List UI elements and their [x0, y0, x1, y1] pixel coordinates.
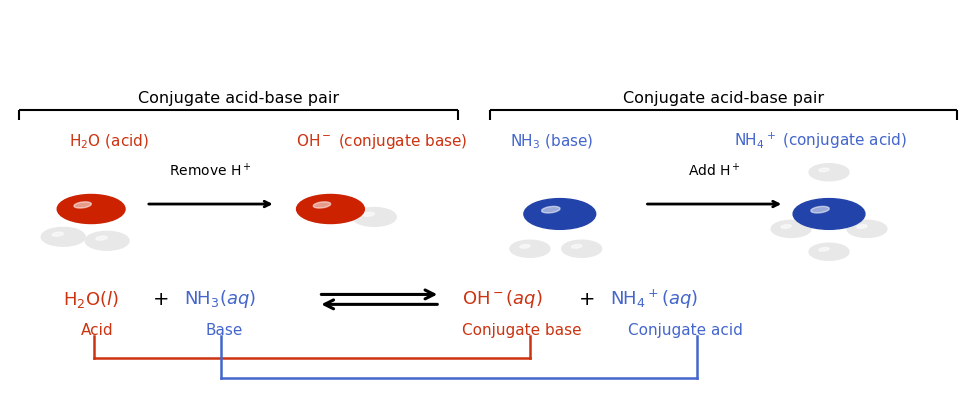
Circle shape [809, 164, 849, 181]
Ellipse shape [520, 245, 530, 248]
Circle shape [41, 228, 85, 246]
Text: H$_2$O($\mathit{l}$): H$_2$O($\mathit{l}$) [63, 289, 119, 310]
Ellipse shape [781, 225, 792, 228]
Text: NH$_4$$^+$ (conjugate acid): NH$_4$$^+$ (conjugate acid) [734, 131, 908, 151]
Ellipse shape [313, 202, 331, 208]
Text: Base: Base [206, 323, 243, 338]
Ellipse shape [96, 236, 107, 240]
Text: Conjugate acid-base pair: Conjugate acid-base pair [623, 91, 824, 106]
Text: NH$_3$ (base): NH$_3$ (base) [510, 133, 594, 151]
Text: OH$^-$ (conjugate base): OH$^-$ (conjugate base) [295, 132, 467, 151]
Text: OH$^-$($\mathit{aq}$): OH$^-$($\mathit{aq}$) [462, 288, 543, 310]
Ellipse shape [542, 207, 560, 213]
Circle shape [296, 194, 365, 223]
Ellipse shape [857, 225, 867, 228]
Text: Conjugate base: Conjugate base [462, 323, 582, 338]
Circle shape [510, 240, 550, 257]
Ellipse shape [364, 212, 374, 216]
Circle shape [524, 199, 596, 229]
Circle shape [85, 231, 129, 250]
Ellipse shape [52, 232, 63, 236]
Circle shape [793, 199, 865, 229]
Text: H$_2$O (acid): H$_2$O (acid) [69, 133, 149, 151]
Circle shape [58, 194, 125, 223]
Ellipse shape [811, 207, 830, 213]
Text: Conjugate acid-base pair: Conjugate acid-base pair [138, 91, 339, 106]
Circle shape [771, 220, 811, 238]
Text: NH$_4$$^+$($\mathit{aq}$): NH$_4$$^+$($\mathit{aq}$) [609, 288, 698, 311]
Text: Acid: Acid [81, 323, 114, 338]
Ellipse shape [74, 202, 92, 208]
Circle shape [352, 207, 396, 226]
Circle shape [847, 220, 887, 238]
Text: +: + [153, 290, 170, 309]
Text: +: + [578, 290, 595, 309]
Text: NH$_3$($\mathit{aq}$): NH$_3$($\mathit{aq}$) [184, 288, 255, 310]
Text: Remove H$^+$: Remove H$^+$ [170, 162, 253, 179]
Text: Conjugate acid: Conjugate acid [628, 323, 743, 338]
Ellipse shape [819, 168, 829, 172]
Circle shape [809, 243, 849, 260]
Ellipse shape [819, 248, 829, 251]
Text: Add H$^+$: Add H$^+$ [687, 162, 741, 179]
Ellipse shape [571, 245, 582, 248]
Circle shape [562, 240, 602, 257]
